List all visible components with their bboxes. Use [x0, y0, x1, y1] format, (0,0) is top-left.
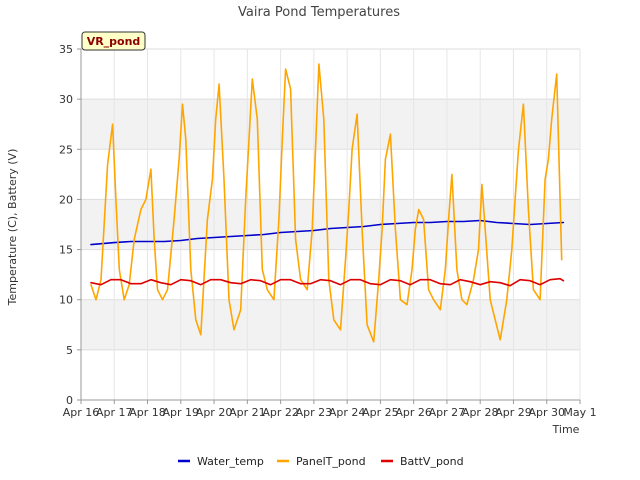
series-line-battv-pond: [90, 277, 565, 287]
badge-label: VR_pond: [87, 35, 141, 48]
y-tick-label: 25: [59, 143, 73, 156]
plot-band: [81, 99, 580, 150]
x-tick-label: Apr 28: [462, 406, 499, 419]
plot-background: [81, 49, 580, 400]
y-tick-label: 10: [59, 294, 73, 307]
y-tick-label: 30: [59, 93, 73, 106]
series-badge: VR_pond: [81, 31, 146, 51]
y-tick-label: 35: [59, 43, 73, 56]
x-tick-label: Apr 18: [129, 406, 166, 419]
y-axis-label: Temperature (C), Battery (V): [6, 149, 19, 307]
legend-label: Water_temp: [197, 455, 264, 468]
legend-label: PanelT_pond: [296, 455, 366, 468]
x-tick-label: Apr 29: [495, 406, 532, 419]
badge-box: [81, 31, 146, 51]
x-tick-label: May 1: [563, 406, 596, 419]
series-line-panelt-pond: [90, 63, 563, 343]
x-tick-label: Apr 24: [329, 406, 366, 419]
x-tick-label: Apr 17: [96, 406, 133, 419]
x-tick-label: Apr 23: [296, 406, 333, 419]
x-tick-label: Apr 21: [229, 406, 266, 419]
x-tick-label: Apr 25: [362, 406, 399, 419]
legend-label: BattV_pond: [400, 455, 464, 468]
series-line-water-temp: [90, 219, 565, 246]
x-tick-label: Apr 16: [63, 406, 100, 419]
chart-title: Vaira Pond Temperatures: [238, 5, 400, 20]
y-tick-label: 15: [59, 244, 73, 257]
y-tick-label: 5: [66, 344, 73, 357]
x-tick-label: Apr 27: [429, 406, 466, 419]
x-tick-label: Apr 19: [163, 406, 200, 419]
legend: Water_temp PanelT_pond BattV_pond: [178, 455, 464, 468]
x-tick-label: Apr 26: [395, 406, 432, 419]
x-axis-label: Time: [552, 423, 580, 436]
y-tick-label: 20: [59, 193, 73, 206]
x-tick-label: Apr 22: [262, 406, 299, 419]
series-layer: [90, 63, 565, 343]
y-tick-label: 0: [66, 394, 73, 407]
x-tick-label: Apr 20: [196, 406, 233, 419]
x-tick-label: Apr 30: [528, 406, 565, 419]
